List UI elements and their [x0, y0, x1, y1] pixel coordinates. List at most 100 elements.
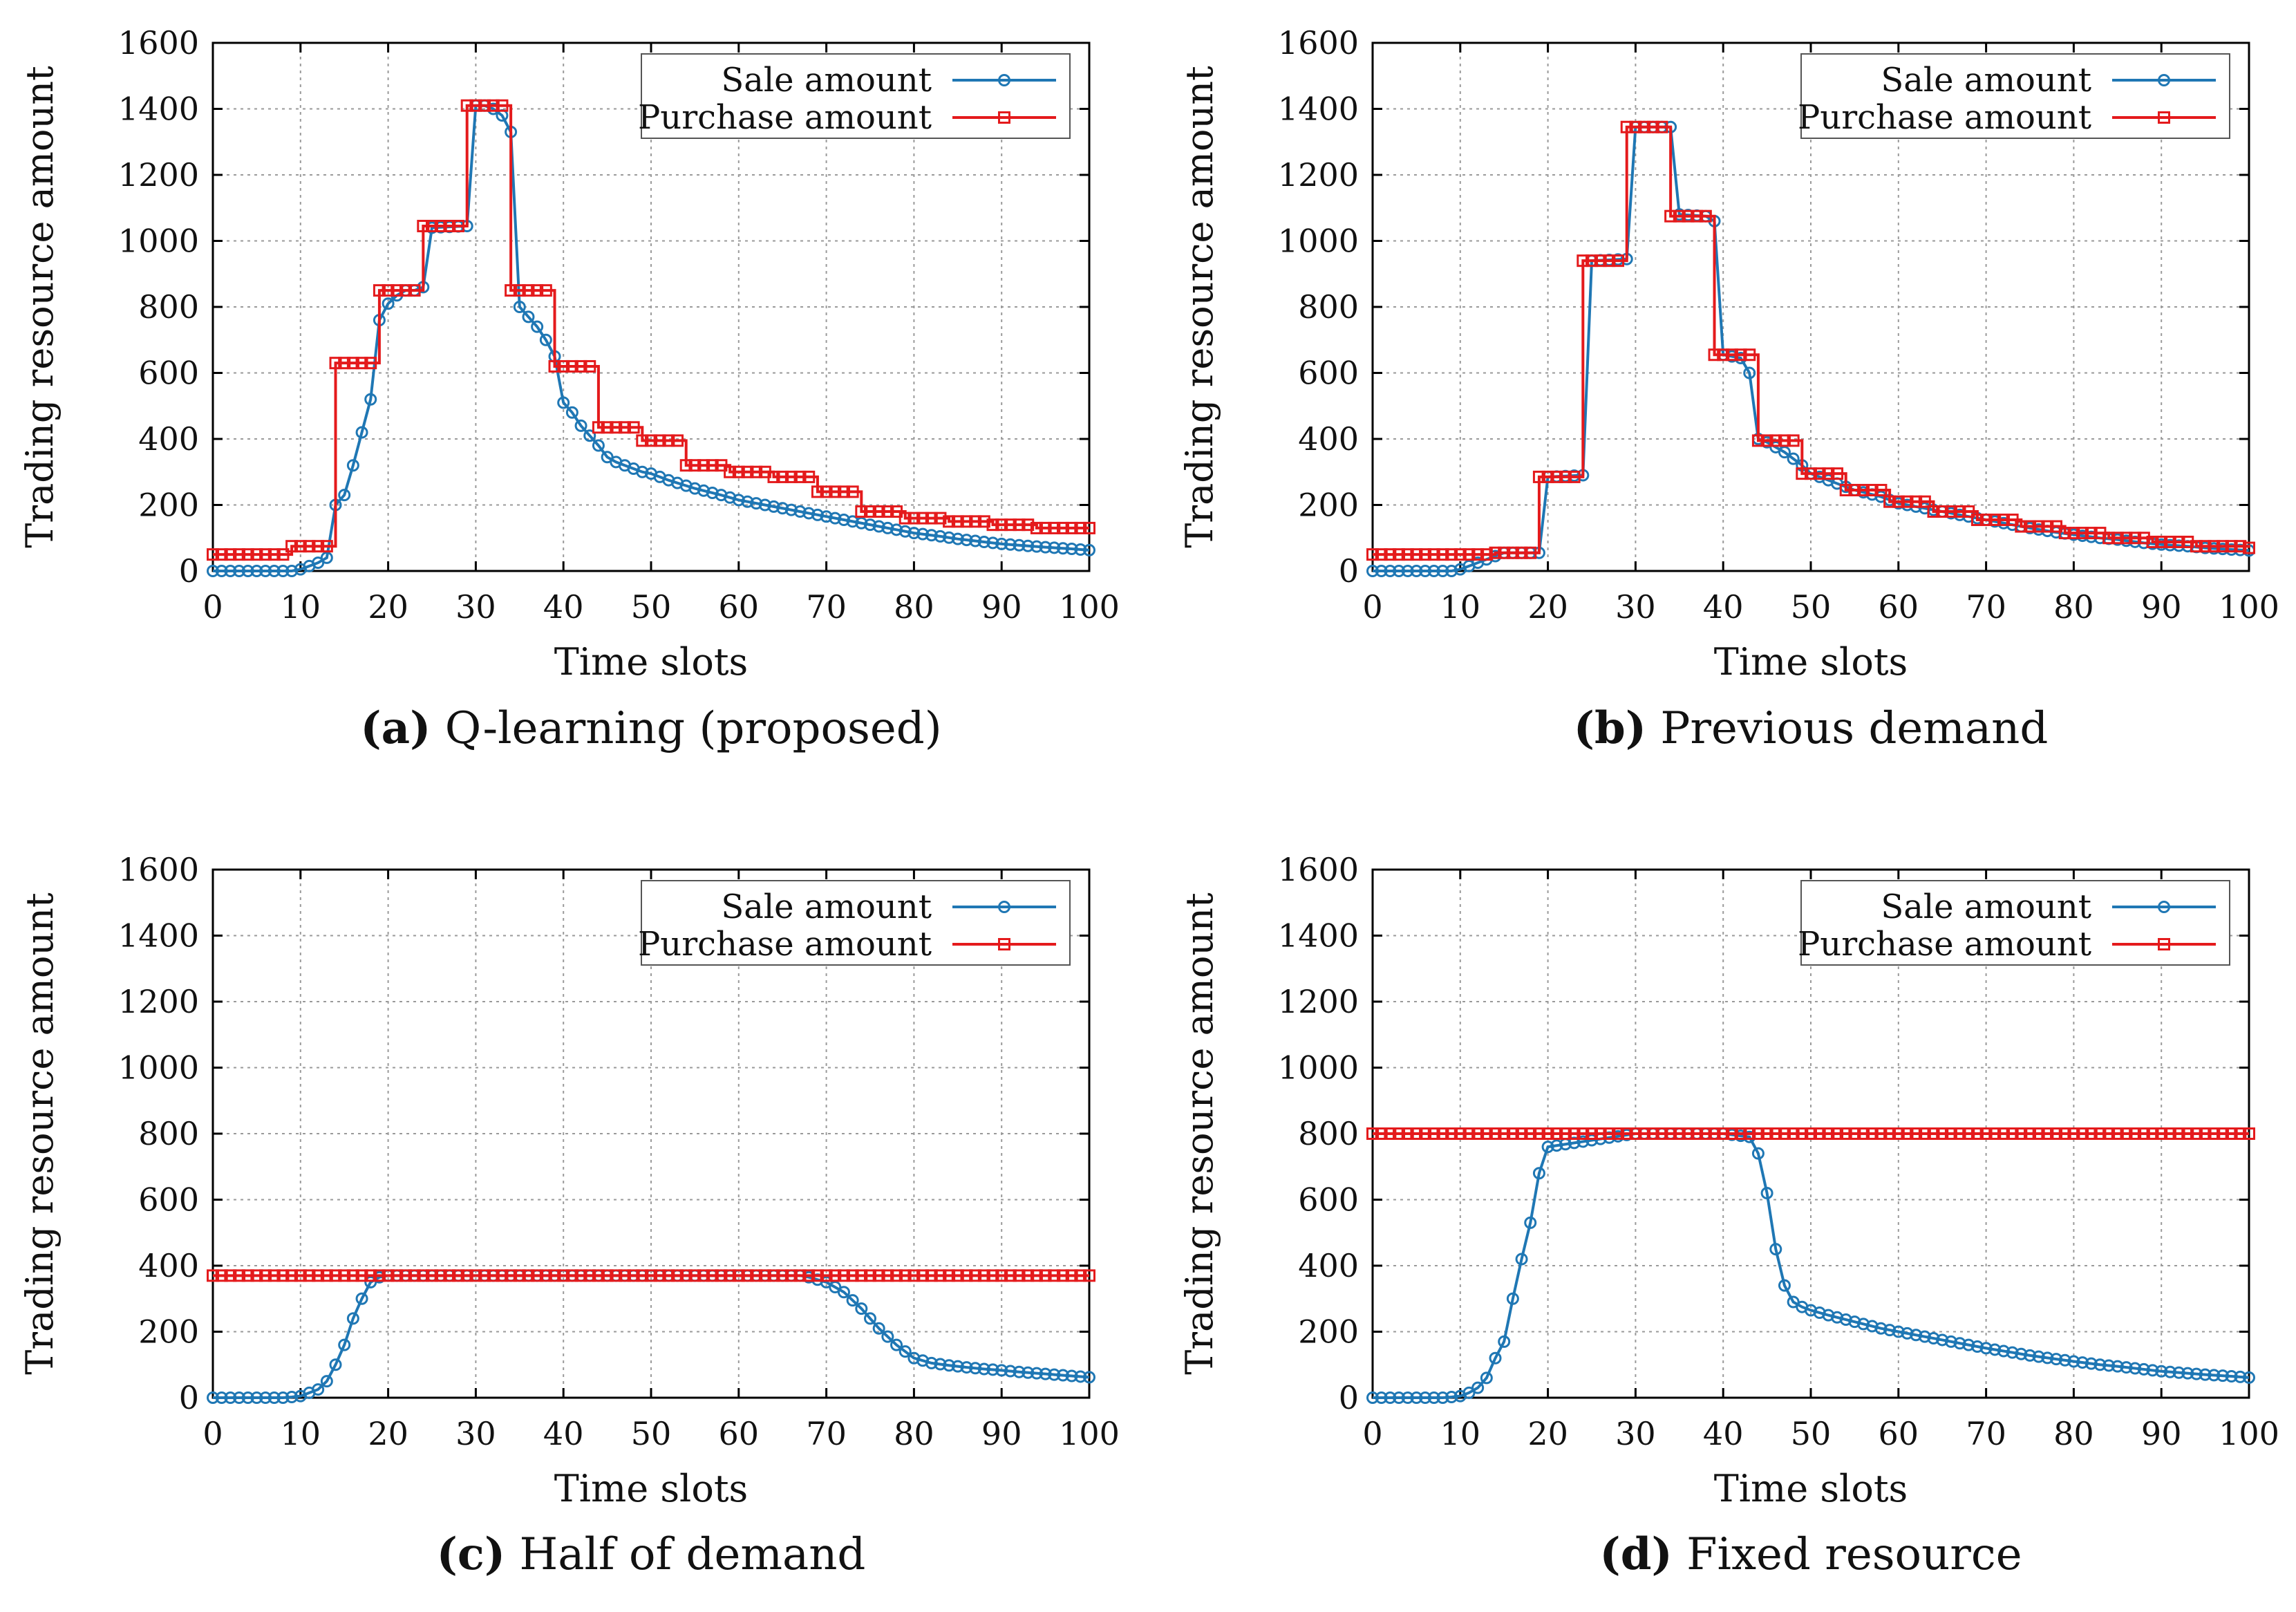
- data-point: [2085, 1127, 2098, 1140]
- data-point: [881, 1269, 894, 1282]
- data-point: [1524, 546, 1537, 559]
- data-point: [1004, 1269, 1017, 1282]
- data-point: [846, 1269, 859, 1282]
- data-point: [811, 508, 824, 521]
- data-point: [601, 421, 614, 434]
- data-point: [513, 284, 526, 297]
- data-point: [907, 512, 921, 525]
- data-point: [1083, 521, 1095, 534]
- data-point: [452, 1269, 465, 1282]
- data-point: [452, 220, 465, 233]
- data-point: [426, 1269, 438, 1282]
- x-tick-label: 70: [806, 1415, 847, 1452]
- data-point: [1462, 548, 1476, 561]
- data-point: [943, 531, 956, 544]
- y-tick-label: 200: [1298, 487, 1359, 524]
- data-point: [811, 1269, 824, 1282]
- data-point: [1419, 1391, 1432, 1404]
- data-point: [1612, 1127, 1625, 1140]
- data-point: [916, 527, 930, 541]
- data-point: [1559, 1127, 1572, 1140]
- data-point: [1550, 1139, 1563, 1152]
- data-point: [250, 1269, 263, 1282]
- data-point: [1751, 434, 1765, 447]
- data-point: [1673, 209, 1686, 223]
- y-tick-label: 600: [138, 1181, 199, 1219]
- data-point: [741, 495, 754, 508]
- data-point: [977, 1269, 990, 1282]
- data-point: [943, 515, 956, 528]
- data-point: [207, 565, 219, 577]
- data-point: [2225, 540, 2238, 553]
- y-tick-label: 1600: [1278, 851, 1359, 888]
- data-point: [802, 507, 816, 520]
- data-point: [426, 220, 438, 233]
- caption-label: (d): [1599, 1528, 1672, 1580]
- data-point: [1393, 1391, 1406, 1404]
- data-point: [1048, 541, 1061, 554]
- data-point: [1901, 1327, 1914, 1340]
- data-point: [1577, 1135, 1590, 1148]
- data-point: [505, 1269, 518, 1282]
- data-point: [890, 505, 903, 518]
- data-point: [1445, 1391, 1458, 1404]
- data-point: [2225, 1369, 2238, 1383]
- data-point: [793, 505, 807, 518]
- data-point: [1083, 1371, 1095, 1384]
- data-point: [1393, 1127, 1406, 1140]
- data-point: [732, 1269, 745, 1282]
- data-point: [2243, 541, 2255, 554]
- data-point: [951, 1360, 964, 1373]
- data-point: [592, 1269, 605, 1282]
- data-point: [679, 1269, 693, 1282]
- data-point: [811, 485, 824, 498]
- data-point: [338, 357, 351, 370]
- data-point: [1691, 1127, 1704, 1140]
- data-point: [2137, 532, 2150, 545]
- data-point: [724, 1269, 737, 1282]
- data-point: [1030, 1367, 1043, 1380]
- x-tick-label: 20: [368, 1415, 408, 1452]
- x-tick-label: 70: [806, 588, 847, 626]
- data-point: [995, 537, 1008, 550]
- data-point: [679, 459, 693, 472]
- x-tick-label: 90: [981, 1415, 1022, 1452]
- data-point: [338, 489, 351, 502]
- data-point: [574, 359, 587, 373]
- data-point: [346, 1269, 359, 1282]
- data-point: [1048, 1269, 1061, 1282]
- data-point: [233, 1391, 246, 1404]
- x-tick-label: 90: [981, 588, 1022, 626]
- data-point: [1822, 467, 1835, 480]
- data-point: [1883, 1324, 1897, 1337]
- data-point: [1997, 1344, 2010, 1358]
- data-point: [793, 1269, 807, 1282]
- data-point: [364, 357, 377, 370]
- y-axis-label: Trading resource amount: [1178, 66, 1221, 548]
- data-point: [2050, 520, 2063, 533]
- data-point: [986, 536, 999, 550]
- data-point: [1427, 1391, 1440, 1404]
- y-tick-label: 1000: [1278, 1049, 1359, 1087]
- data-point: [907, 1269, 921, 1282]
- data-point: [1013, 1365, 1026, 1378]
- data-point: [1471, 548, 1485, 561]
- data-point: [1734, 1127, 1747, 1140]
- data-point: [2067, 1127, 2080, 1140]
- data-point: [776, 502, 789, 515]
- data-point: [855, 505, 868, 518]
- data-point: [1056, 1369, 1069, 1382]
- data-point: [951, 532, 964, 545]
- data-point: [2024, 1127, 2036, 1140]
- data-point: [855, 1302, 868, 1315]
- data-point: [960, 534, 973, 547]
- data-point: [995, 1364, 1008, 1377]
- data-point: [215, 548, 228, 561]
- y-axis-label: Trading resource amount: [18, 66, 62, 548]
- data-point: [2015, 520, 2028, 533]
- data-point: [2137, 1362, 2150, 1376]
- data-point: [1805, 1127, 1817, 1140]
- data-point: [2085, 1357, 2098, 1370]
- data-point: [697, 459, 711, 472]
